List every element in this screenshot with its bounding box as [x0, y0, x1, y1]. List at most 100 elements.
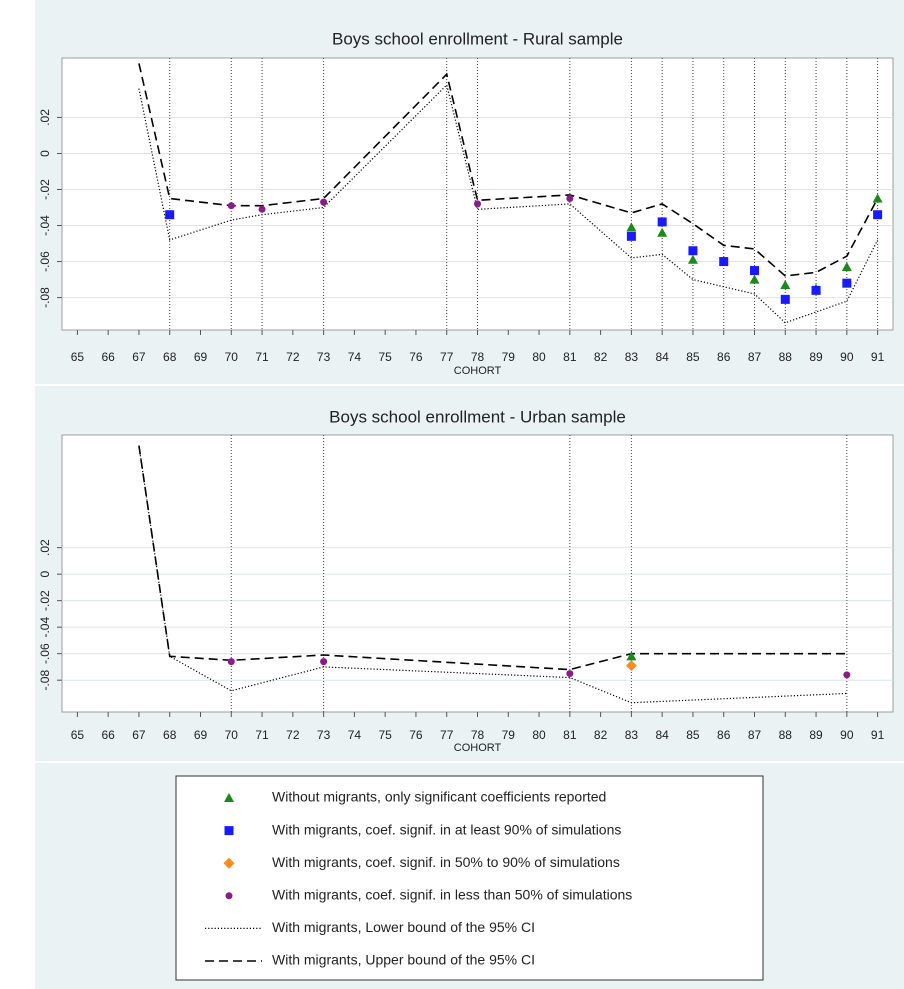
marker-square: [657, 217, 667, 227]
x-tick-label: 70: [225, 728, 239, 742]
x-tick-label: 67: [132, 350, 146, 364]
y-tick-label: .02: [38, 539, 52, 556]
marker-square: [224, 826, 234, 836]
x-tick-label: 86: [717, 728, 731, 742]
x-tick-label: 89: [809, 728, 823, 742]
x-tick-label: 88: [779, 728, 793, 742]
marker-circle: [227, 202, 235, 210]
marker-circle: [566, 195, 574, 203]
chart-title: Boys school enrollment - Urban sample: [329, 407, 626, 426]
y-tick-label: 0: [38, 571, 52, 578]
legend-box: [175, 775, 764, 981]
plot-area: [61, 434, 894, 713]
marker-diamond: [223, 857, 235, 869]
x-tick-label: 72: [286, 728, 300, 742]
x-tick-label: 72: [286, 350, 300, 364]
x-tick-label: 81: [563, 350, 577, 364]
marker-square: [626, 231, 636, 241]
marker-circle: [566, 670, 574, 678]
y-tick-label: -.02: [38, 179, 52, 200]
x-axis-label: COHORT: [454, 742, 502, 754]
marker-triangle: [780, 279, 791, 289]
marker-circle: [320, 658, 328, 666]
marker-diamond: [625, 660, 637, 672]
marker-circle: [225, 892, 233, 900]
x-tick-label: 74: [348, 350, 362, 364]
marker-triangle: [657, 227, 668, 237]
x-tick-label: 66: [101, 728, 115, 742]
x-tick-label: 83: [625, 350, 639, 364]
x-tick-label: 68: [163, 350, 177, 364]
marker-square: [842, 278, 852, 288]
x-tick-label: 65: [71, 350, 85, 364]
y-tick-label: -.06: [38, 643, 52, 664]
marker-circle: [320, 198, 328, 206]
plot-layer: [138, 58, 879, 330]
x-tick-label: 91: [871, 728, 885, 742]
x-tick-label: 87: [748, 728, 762, 742]
x-tick-label: 88: [779, 350, 793, 364]
x-tick-label: 73: [317, 350, 331, 364]
dashed-line: [138, 63, 879, 277]
marker-triangle: [687, 254, 698, 264]
legend-label: With migrants, Upper bound of the 95% CI: [272, 952, 535, 968]
x-tick-label: 90: [840, 350, 854, 364]
x-tick-label: 75: [378, 728, 392, 742]
y-tick-label: .02: [38, 109, 52, 126]
legend-label: With migrants, Lower bound of the 95% CI: [272, 919, 535, 935]
y-tick-label: -.06: [38, 251, 52, 272]
y-tick-label: -.08: [38, 287, 52, 308]
y-tick-label: -.08: [38, 670, 52, 691]
marker-square: [873, 210, 883, 220]
y-tick-label: 0: [38, 150, 52, 157]
x-tick-label: 73: [317, 728, 331, 742]
x-tick-label: 85: [686, 350, 700, 364]
x-tick-label: 76: [409, 728, 423, 742]
x-tick-label: 80: [532, 728, 546, 742]
x-tick-label: 66: [101, 350, 115, 364]
x-tick-label: 70: [225, 350, 239, 364]
x-tick-label: 78: [471, 350, 485, 364]
x-tick-label: 86: [717, 350, 731, 364]
marker-square: [750, 266, 759, 276]
marker-triangle: [224, 793, 234, 802]
marker-circle: [227, 658, 235, 666]
x-tick-label: 67: [132, 728, 146, 742]
x-tick-label: 68: [163, 728, 177, 742]
x-tick-label: 78: [471, 728, 485, 742]
x-tick-label: 87: [748, 350, 762, 364]
x-tick-label: 79: [502, 350, 516, 364]
x-tick-label: 76: [409, 350, 423, 364]
marker-square: [811, 285, 821, 295]
marker-circle: [258, 205, 266, 213]
x-tick-label: 85: [686, 728, 700, 742]
x-axis-label: COHORT: [454, 365, 502, 377]
marker-circle: [843, 671, 851, 679]
legend-label: With migrants, coef. signif. in less tha…: [272, 887, 632, 903]
x-tick-label: 74: [348, 728, 362, 742]
x-tick-label: 84: [655, 350, 669, 364]
legend-label: Without migrants, only significant coeff…: [272, 789, 606, 805]
x-tick-label: 90: [840, 728, 854, 742]
y-tick-label: -.02: [38, 590, 52, 611]
x-tick-label: 75: [378, 350, 392, 364]
x-tick-label: 83: [625, 728, 639, 742]
dotted-line: [138, 445, 847, 704]
marker-triangle: [841, 261, 852, 271]
y-tick-label: -.04: [38, 617, 52, 638]
marker-square: [165, 210, 175, 220]
x-tick-label: 84: [655, 728, 669, 742]
x-tick-label: 80: [532, 350, 546, 364]
legend-label: With migrants, coef. signif. in 50% to 9…: [272, 854, 620, 870]
x-tick-label: 82: [594, 350, 608, 364]
marker-circle: [474, 200, 481, 208]
x-tick-label: 81: [563, 728, 577, 742]
x-tick-label: 69: [194, 350, 208, 364]
marker-triangle: [626, 651, 637, 661]
chart-title: Boys school enrollment - Rural sample: [332, 29, 623, 48]
legend-label: With migrants, coef. signif. in at least…: [272, 821, 621, 837]
marker-triangle: [872, 193, 883, 203]
x-tick-label: 69: [194, 728, 208, 742]
x-tick-label: 91: [871, 350, 885, 364]
